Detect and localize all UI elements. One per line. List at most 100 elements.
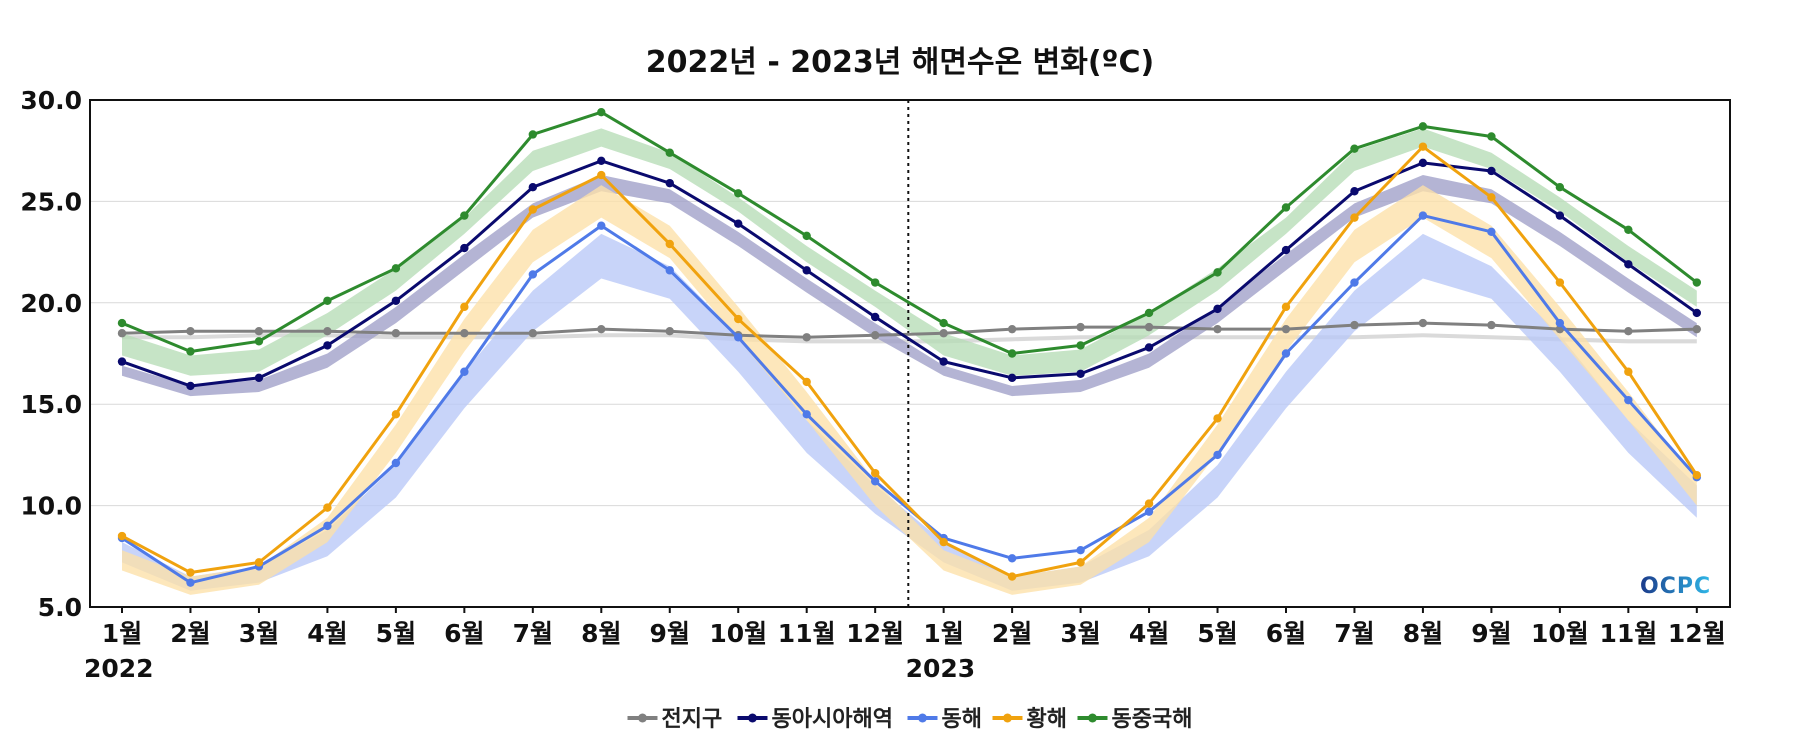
point-전지구 (1144, 322, 1154, 332)
point-황해 (1007, 572, 1017, 581)
x-tick-label: 9월 (1471, 619, 1511, 648)
point-전지구 (460, 329, 469, 338)
point-황해 (323, 503, 332, 512)
point-동아시아해역 (1076, 369, 1085, 378)
point-동아시아해역 (323, 341, 332, 350)
x-tick-label: 12월 (1668, 619, 1726, 648)
point-황해 (1624, 367, 1633, 376)
point-황해 (391, 410, 401, 419)
point-동아시아해역 (665, 178, 674, 188)
x-tick-label: 11월 (1599, 619, 1657, 648)
point-동해 (1350, 278, 1359, 287)
y-tick-label: 10.0 (20, 492, 82, 521)
point-동해 (1281, 349, 1291, 358)
point-동아시아해역 (391, 296, 401, 305)
point-동해 (1144, 507, 1154, 516)
band-동해 (122, 233, 1697, 591)
point-전지구 (597, 324, 606, 334)
point-동중국해 (323, 296, 332, 305)
y-tick-label: 30.0 (20, 86, 82, 115)
x-tick-label: 5월 (376, 619, 416, 648)
point-동아시아해역 (1213, 304, 1222, 314)
point-동중국해 (254, 337, 264, 346)
ocpc-logo: OCPC (1640, 574, 1711, 599)
point-황해 (1144, 499, 1154, 508)
point-전지구 (254, 326, 264, 336)
point-동아시아해역 (117, 357, 127, 366)
point-동중국해 (391, 264, 401, 273)
point-동중국해 (186, 347, 195, 356)
point-전지구 (1076, 322, 1085, 332)
point-동중국해 (665, 148, 674, 157)
y-tick-label: 15.0 (20, 390, 82, 419)
point-동아시아해역 (802, 266, 811, 275)
point-전지구 (870, 331, 880, 340)
y-tick-label: 5.0 (38, 593, 82, 622)
point-동해 (186, 578, 195, 587)
point-동해 (460, 367, 469, 376)
legend-label: 전지구 (662, 707, 723, 732)
series-동중국해 (117, 107, 1702, 358)
point-전지구 (186, 326, 195, 336)
legend-item: 동아시아해역 (737, 707, 893, 732)
point-동해 (323, 521, 332, 531)
point-동중국해 (802, 231, 811, 241)
point-황해 (1350, 213, 1359, 222)
point-동중국해 (117, 318, 127, 328)
legend-item: 동중국해 (1077, 707, 1193, 732)
point-동해 (1213, 450, 1222, 460)
x-tick-label: 2월 (170, 619, 210, 648)
point-황해 (1555, 278, 1565, 287)
point-동해 (1076, 546, 1085, 555)
x-tick-label: 4월 (307, 619, 347, 648)
point-동중국해 (734, 189, 743, 198)
x-tick-label: 5월 (1197, 619, 1237, 648)
point-동해 (597, 221, 606, 230)
series-lines (117, 107, 1702, 587)
point-동중국해 (1144, 308, 1154, 318)
logo-text: OCPC (1640, 574, 1711, 599)
x-tick-label: 3월 (239, 619, 279, 648)
point-동해 (1418, 211, 1428, 220)
legend-marker (1003, 713, 1012, 723)
legend-marker (748, 713, 757, 723)
x-tick-label: 12월 (846, 619, 904, 648)
line-동아시아해역 (121, 159, 1698, 388)
x-tick-label: 7월 (513, 619, 553, 648)
point-전지구 (1281, 324, 1291, 334)
x-tick-label: 6월 (1266, 619, 1306, 648)
point-동해 (528, 270, 538, 279)
point-전지구 (1487, 320, 1496, 330)
line-황해 (121, 145, 1699, 579)
legend-label: 동아시아해역 (772, 707, 893, 732)
point-전지구 (1692, 324, 1702, 334)
point-전지구 (1350, 320, 1359, 330)
point-동해 (802, 410, 811, 419)
x-tick-label: 4월 (1129, 619, 1169, 648)
point-동해 (734, 333, 743, 342)
point-전지구 (323, 326, 332, 336)
point-황해 (460, 302, 469, 312)
point-황해 (186, 568, 195, 577)
point-동중국해 (1213, 268, 1222, 277)
point-동해 (1007, 554, 1017, 563)
x-tick-label: 6월 (444, 619, 484, 648)
legend-label: 동해 (942, 707, 982, 732)
point-동중국해 (1007, 349, 1017, 358)
point-동해 (1624, 395, 1633, 405)
point-동중국해 (870, 278, 880, 287)
point-동중국해 (1076, 341, 1085, 350)
line-전지구 (121, 321, 1697, 339)
point-동아시아해역 (597, 156, 606, 166)
point-전지구 (391, 329, 401, 338)
point-동아시아해역 (1624, 260, 1633, 269)
point-동아시아해역 (460, 243, 469, 253)
point-황해 (1076, 558, 1085, 567)
point-동아시아해역 (1350, 187, 1359, 196)
point-동해 (1555, 318, 1565, 328)
legend-marker (1088, 713, 1097, 723)
legend-label: 동중국해 (1112, 707, 1193, 732)
legend-marker (638, 713, 647, 723)
point-전지구 (1213, 324, 1222, 334)
point-전지구 (802, 333, 811, 342)
